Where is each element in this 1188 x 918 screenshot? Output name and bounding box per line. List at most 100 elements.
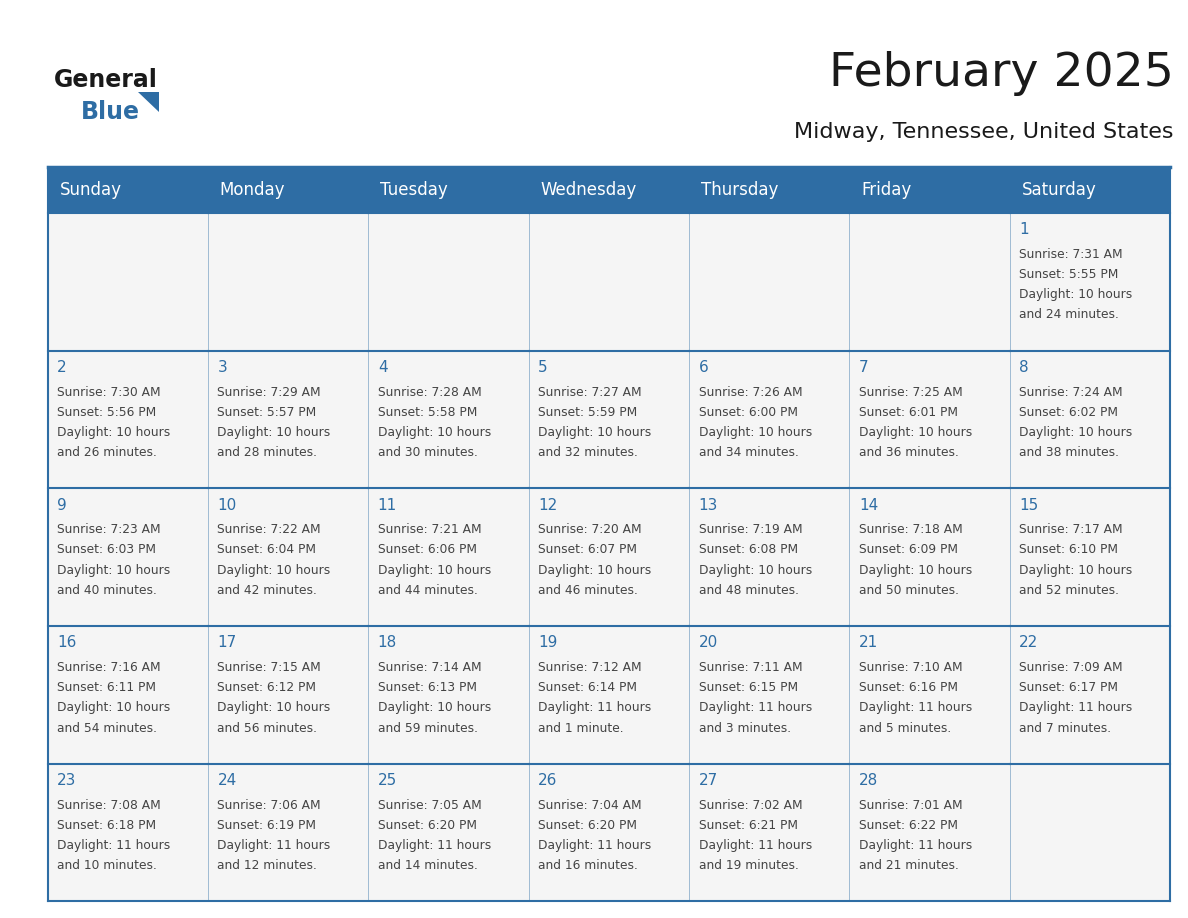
Text: Daylight: 10 hours: Daylight: 10 hours: [378, 426, 491, 439]
Text: and 5 minutes.: and 5 minutes.: [859, 722, 952, 734]
Bar: [849, 213, 1010, 351]
Text: Daylight: 11 hours: Daylight: 11 hours: [538, 839, 651, 852]
Text: Sunset: 6:09 PM: Sunset: 6:09 PM: [859, 543, 958, 556]
Bar: [849, 488, 1010, 626]
Text: Daylight: 10 hours: Daylight: 10 hours: [378, 564, 491, 577]
Text: Tuesday: Tuesday: [380, 181, 448, 199]
Text: Daylight: 10 hours: Daylight: 10 hours: [57, 564, 170, 577]
Text: and 3 minutes.: and 3 minutes.: [699, 722, 791, 734]
Text: 20: 20: [699, 635, 718, 650]
Text: and 48 minutes.: and 48 minutes.: [699, 584, 798, 597]
Text: and 12 minutes.: and 12 minutes.: [217, 859, 317, 872]
Text: and 26 minutes.: and 26 minutes.: [57, 446, 157, 459]
Text: Daylight: 11 hours: Daylight: 11 hours: [538, 701, 651, 714]
Bar: [368, 764, 529, 901]
Text: Daylight: 10 hours: Daylight: 10 hours: [217, 701, 330, 714]
Text: Sunrise: 7:04 AM: Sunrise: 7:04 AM: [538, 799, 642, 812]
Text: Sunset: 5:57 PM: Sunset: 5:57 PM: [217, 406, 317, 419]
Text: Sunrise: 7:25 AM: Sunrise: 7:25 AM: [859, 386, 962, 398]
Text: Sunset: 6:22 PM: Sunset: 6:22 PM: [859, 819, 958, 832]
Text: 18: 18: [378, 635, 397, 650]
Text: and 42 minutes.: and 42 minutes.: [217, 584, 317, 597]
Text: and 52 minutes.: and 52 minutes.: [1019, 584, 1119, 597]
Text: and 36 minutes.: and 36 minutes.: [859, 446, 959, 459]
Text: Daylight: 10 hours: Daylight: 10 hours: [217, 426, 330, 439]
Text: Sunday: Sunday: [59, 181, 121, 199]
Text: 17: 17: [217, 635, 236, 650]
Text: Sunrise: 7:23 AM: Sunrise: 7:23 AM: [57, 523, 160, 536]
Text: Sunset: 6:12 PM: Sunset: 6:12 PM: [217, 681, 316, 694]
Text: Sunrise: 7:14 AM: Sunrise: 7:14 AM: [378, 661, 481, 674]
Text: Sunset: 6:00 PM: Sunset: 6:00 PM: [699, 406, 797, 419]
Text: Sunrise: 7:16 AM: Sunrise: 7:16 AM: [57, 661, 160, 674]
Text: Daylight: 10 hours: Daylight: 10 hours: [1019, 564, 1132, 577]
Bar: [1010, 213, 1170, 351]
Text: 5: 5: [538, 360, 548, 375]
Bar: [208, 764, 368, 901]
Text: Sunset: 6:04 PM: Sunset: 6:04 PM: [217, 543, 316, 556]
Text: Daylight: 11 hours: Daylight: 11 hours: [57, 839, 170, 852]
Text: Sunset: 6:10 PM: Sunset: 6:10 PM: [1019, 543, 1118, 556]
Text: and 10 minutes.: and 10 minutes.: [57, 859, 157, 872]
Text: Sunset: 5:55 PM: Sunset: 5:55 PM: [1019, 268, 1119, 281]
Text: 28: 28: [859, 773, 878, 788]
Bar: [368, 488, 529, 626]
Bar: [208, 351, 368, 488]
Text: and 56 minutes.: and 56 minutes.: [217, 722, 317, 734]
Text: Sunset: 6:17 PM: Sunset: 6:17 PM: [1019, 681, 1118, 694]
Text: Sunset: 6:16 PM: Sunset: 6:16 PM: [859, 681, 958, 694]
Text: 26: 26: [538, 773, 557, 788]
Text: Friday: Friday: [861, 181, 911, 199]
Text: Daylight: 10 hours: Daylight: 10 hours: [859, 564, 972, 577]
Text: Sunset: 6:06 PM: Sunset: 6:06 PM: [378, 543, 476, 556]
Text: Daylight: 10 hours: Daylight: 10 hours: [699, 564, 811, 577]
Text: 19: 19: [538, 635, 557, 650]
Text: Sunrise: 7:20 AM: Sunrise: 7:20 AM: [538, 523, 642, 536]
Text: 8: 8: [1019, 360, 1029, 375]
Bar: [48, 351, 208, 488]
Bar: [368, 213, 529, 351]
Bar: [529, 764, 689, 901]
Text: Sunrise: 7:31 AM: Sunrise: 7:31 AM: [1019, 248, 1123, 261]
Text: 4: 4: [378, 360, 387, 375]
Text: 16: 16: [57, 635, 76, 650]
Text: Saturday: Saturday: [1022, 181, 1097, 199]
Text: Sunrise: 7:01 AM: Sunrise: 7:01 AM: [859, 799, 962, 812]
Text: Daylight: 10 hours: Daylight: 10 hours: [1019, 288, 1132, 301]
Polygon shape: [138, 92, 159, 112]
Text: Sunrise: 7:21 AM: Sunrise: 7:21 AM: [378, 523, 481, 536]
Text: Sunset: 6:02 PM: Sunset: 6:02 PM: [1019, 406, 1118, 419]
Text: Sunrise: 7:28 AM: Sunrise: 7:28 AM: [378, 386, 481, 398]
Text: Sunset: 6:11 PM: Sunset: 6:11 PM: [57, 681, 156, 694]
Text: Sunset: 5:56 PM: Sunset: 5:56 PM: [57, 406, 157, 419]
Text: Sunrise: 7:08 AM: Sunrise: 7:08 AM: [57, 799, 160, 812]
Bar: [48, 213, 208, 351]
Text: and 32 minutes.: and 32 minutes.: [538, 446, 638, 459]
Text: Sunrise: 7:12 AM: Sunrise: 7:12 AM: [538, 661, 642, 674]
Text: Sunset: 6:20 PM: Sunset: 6:20 PM: [538, 819, 637, 832]
Text: 15: 15: [1019, 498, 1038, 512]
Text: Midway, Tennessee, United States: Midway, Tennessee, United States: [795, 122, 1174, 142]
Text: General: General: [53, 68, 157, 92]
Text: 3: 3: [217, 360, 227, 375]
Text: Thursday: Thursday: [701, 181, 778, 199]
Text: Sunset: 6:21 PM: Sunset: 6:21 PM: [699, 819, 797, 832]
Text: Sunrise: 7:17 AM: Sunrise: 7:17 AM: [1019, 523, 1123, 536]
Text: Daylight: 11 hours: Daylight: 11 hours: [699, 701, 811, 714]
Text: Sunset: 5:58 PM: Sunset: 5:58 PM: [378, 406, 478, 419]
Text: 25: 25: [378, 773, 397, 788]
Text: Sunrise: 7:24 AM: Sunrise: 7:24 AM: [1019, 386, 1123, 398]
Bar: [48, 626, 208, 764]
Text: Sunrise: 7:18 AM: Sunrise: 7:18 AM: [859, 523, 962, 536]
Text: and 30 minutes.: and 30 minutes.: [378, 446, 478, 459]
Text: 9: 9: [57, 498, 67, 512]
Text: Daylight: 10 hours: Daylight: 10 hours: [538, 426, 651, 439]
Text: and 7 minutes.: and 7 minutes.: [1019, 722, 1112, 734]
Text: 7: 7: [859, 360, 868, 375]
Text: and 1 minute.: and 1 minute.: [538, 722, 624, 734]
Bar: [849, 764, 1010, 901]
Text: 1: 1: [1019, 222, 1029, 237]
Text: Sunset: 6:18 PM: Sunset: 6:18 PM: [57, 819, 156, 832]
Bar: [48, 488, 208, 626]
Text: and 24 minutes.: and 24 minutes.: [1019, 308, 1119, 321]
